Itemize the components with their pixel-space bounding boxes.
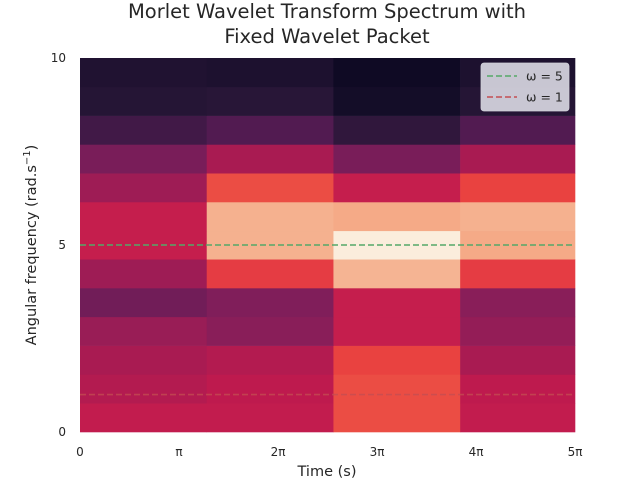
heatmap-cell xyxy=(460,288,576,318)
reference-lines xyxy=(80,244,575,396)
x-axis-label: Time (s) xyxy=(297,464,357,480)
heatmap-cell xyxy=(333,115,461,145)
heatmap-cell xyxy=(206,403,334,433)
heatmap-cell xyxy=(206,86,334,116)
heatmap-cell xyxy=(333,403,461,433)
heatmap-cell xyxy=(206,201,334,232)
x-tick-label: 3π xyxy=(370,445,385,459)
x-tick-label: 2π xyxy=(271,445,286,459)
heatmap-cell xyxy=(206,345,334,375)
chart-title-line-2: Fixed Wavelet Packet xyxy=(224,25,430,48)
heatmap-cell xyxy=(333,374,461,404)
legend-label-omega-5: ω = 5 xyxy=(526,69,563,84)
heatmap-cell xyxy=(206,58,334,88)
heatmap-cell xyxy=(333,259,461,289)
x-tick-label: 5π xyxy=(568,445,583,459)
heatmap-cell xyxy=(460,201,576,232)
heatmap-cell xyxy=(206,144,334,174)
heatmap-cell xyxy=(460,345,576,375)
heatmap-cells xyxy=(80,58,576,433)
heatmap-cell xyxy=(206,115,334,145)
heatmap-cell xyxy=(333,86,461,116)
legend: ω = 5 ω = 1 xyxy=(480,62,570,112)
y-tick-label: 0 xyxy=(58,425,66,439)
heatmap-cell xyxy=(460,403,576,433)
x-axis-ticks: 0 π 2π 3π 4π 5π xyxy=(76,445,582,459)
y-axis-label-main: Angular frequency (rad.s xyxy=(24,165,40,345)
heatmap-cell xyxy=(333,144,461,174)
chart-title-line-1: Morlet Wavelet Transform Spectrum with xyxy=(128,0,526,23)
heatmap-cell xyxy=(460,316,576,346)
heatmap-cell xyxy=(80,345,208,375)
heatmap-cell xyxy=(80,144,208,174)
y-axis-ticks: 0 5 10 xyxy=(51,51,66,439)
heatmap-cell xyxy=(80,58,208,88)
x-tick-label: 4π xyxy=(469,445,484,459)
heatmap-cell xyxy=(80,259,208,289)
heatmap-cell xyxy=(333,288,461,318)
heatmap-cell xyxy=(206,316,334,346)
heatmap-cell xyxy=(460,144,576,174)
y-tick-label: 5 xyxy=(58,238,66,252)
heatmap-cell xyxy=(460,173,576,203)
heatmap-cell xyxy=(333,58,461,88)
y-axis-label: Angular frequency (rad.s−1) xyxy=(22,145,40,346)
heatmap-cell xyxy=(206,173,334,203)
heatmap-cell xyxy=(206,288,334,318)
heatmap-cell xyxy=(80,374,208,404)
heatmap-cell xyxy=(333,201,461,232)
heatmap-cell xyxy=(460,259,576,289)
y-tick-label: 10 xyxy=(51,51,66,65)
legend-label-omega-1: ω = 1 xyxy=(526,90,563,105)
heatmap-cell xyxy=(460,115,576,145)
heatmap-cell xyxy=(333,173,461,203)
heatmap-cell xyxy=(80,201,208,232)
heatmap-cell xyxy=(460,374,576,404)
x-tick-label: π xyxy=(175,445,182,459)
heatmap-cell xyxy=(80,115,208,145)
heatmap-cell xyxy=(333,316,461,346)
heatmap-cell xyxy=(80,173,208,203)
heatmap-cell xyxy=(80,316,208,346)
heatmap-cell xyxy=(80,288,208,318)
x-tick-label: 0 xyxy=(76,445,84,459)
heatmap-cell xyxy=(206,374,334,404)
heatmap-cell xyxy=(80,86,208,116)
legend-box xyxy=(480,62,570,112)
y-axis-label-close: ) xyxy=(24,145,40,151)
heatmap-cell xyxy=(206,259,334,289)
y-axis-label-sup: −1 xyxy=(22,150,33,165)
heatmap-cell xyxy=(333,345,461,375)
heatmap-cell xyxy=(80,403,208,433)
